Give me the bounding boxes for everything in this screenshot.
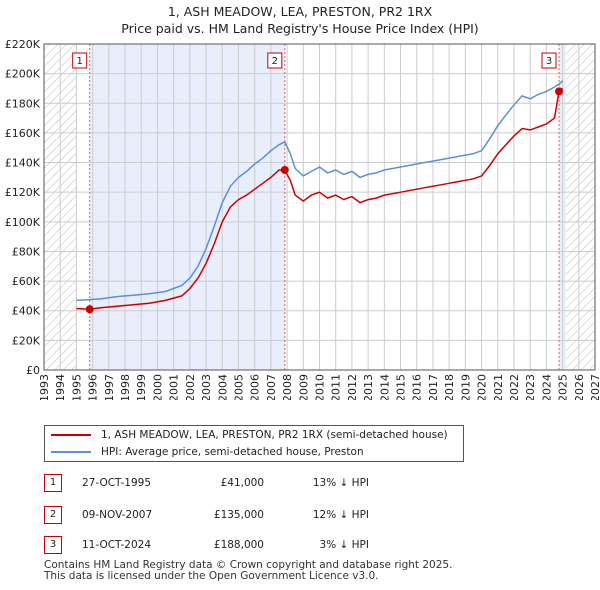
- x-tick-label: 2023: [524, 374, 537, 400]
- y-tick-label: £80K: [12, 245, 41, 258]
- x-tick-label: 1999: [135, 374, 148, 400]
- x-tick-label: 2027: [589, 374, 600, 400]
- sale-number: 1: [44, 474, 62, 492]
- footer: Contains HM Land Registry data © Crown c…: [44, 560, 452, 582]
- sale-hpi-diff: 12% ↓ HPI: [312, 509, 369, 521]
- sale-hpi-diff: 13% ↓ HPI: [312, 477, 369, 489]
- x-tick-label: 2010: [314, 374, 327, 400]
- x-tick-label: 1993: [38, 374, 51, 400]
- x-tick-label: 2018: [443, 374, 456, 400]
- x-tick-label: 2004: [216, 374, 229, 400]
- x-tick-label: 2012: [346, 374, 359, 400]
- y-tick-label: £220K: [5, 38, 41, 51]
- x-tick-label: 2017: [427, 374, 440, 400]
- legend-item-property: 1, ASH MEADOW, LEA, PRESTON, PR2 1RX (se…: [51, 427, 448, 443]
- legend: 1, ASH MEADOW, LEA, PRESTON, PR2 1RX (se…: [44, 425, 464, 462]
- sale-label: 2: [272, 56, 278, 67]
- y-tick-label: £180K: [5, 97, 41, 110]
- sale-label-box: [267, 52, 283, 69]
- legend-line-property: [51, 434, 91, 436]
- x-tick-label: 2005: [232, 374, 245, 400]
- y-tick-label: £160K: [5, 127, 41, 140]
- y-tick-label: £20K: [12, 334, 41, 347]
- plot-frame: [43, 43, 596, 371]
- x-tick-label: 2001: [168, 374, 181, 400]
- x-tick-label: 2013: [362, 374, 375, 400]
- x-tick-label: 2007: [265, 374, 278, 400]
- title-line-2: Price paid vs. HM Land Registry's House …: [121, 21, 479, 36]
- sale-price: £188,000: [213, 539, 264, 551]
- sale-date: 09-NOV-2007: [82, 509, 153, 521]
- chart-title: 1, ASH MEADOW, LEA, PRESTON, PR2 1RX Pri…: [0, 3, 600, 37]
- sale-point: [85, 305, 94, 314]
- x-tick-label: 1998: [119, 374, 132, 400]
- x-tick-label: 2020: [476, 374, 489, 400]
- sale-label-box: [72, 52, 88, 69]
- x-tick-label: 2011: [330, 374, 343, 400]
- x-tick-label: 2002: [184, 374, 197, 400]
- x-tick-label: 1994: [54, 374, 67, 400]
- title-line-1: 1, ASH MEADOW, LEA, PRESTON, PR2 1RX: [167, 4, 433, 19]
- sale-date: 27-OCT-1995: [82, 477, 151, 489]
- x-tick-label: 2025: [557, 374, 570, 400]
- x-tick-label: 2000: [151, 374, 164, 400]
- sale-price: £41,000: [220, 477, 264, 489]
- property-price-line: [76, 87, 564, 310]
- x-tick-label: 2008: [281, 374, 294, 400]
- y-tick-label: £60K: [12, 275, 41, 288]
- sale-label: 1: [77, 56, 83, 67]
- x-tick-label: 2009: [297, 374, 310, 400]
- sale-number: 3: [44, 536, 62, 554]
- no-data-region-right: [565, 44, 595, 370]
- x-tick-label: 2003: [200, 374, 213, 400]
- legend-label-hpi: HPI: Average price, semi-detached house,…: [101, 446, 364, 458]
- x-tick-label: 2014: [378, 374, 391, 400]
- legend-item-hpi: HPI: Average price, semi-detached house,…: [51, 444, 364, 460]
- x-tick-label: 2026: [573, 374, 586, 400]
- sale-label: 3: [546, 56, 552, 67]
- y-tick-label: £120K: [5, 186, 41, 199]
- sale-label-box: [541, 52, 557, 69]
- footer-line-2: This data is licensed under the Open Gov…: [44, 570, 379, 582]
- x-tick-label: 2021: [492, 374, 505, 400]
- x-tick-label: 1995: [70, 374, 83, 400]
- sale-date: 11-OCT-2024: [82, 539, 151, 551]
- x-tick-label: 2015: [395, 374, 408, 400]
- y-tick-label: £0: [26, 364, 40, 377]
- x-tick-label: 1996: [87, 374, 100, 400]
- ownership-shade-1: [89, 44, 285, 370]
- sale-point: [280, 165, 289, 174]
- legend-label-property: 1, ASH MEADOW, LEA, PRESTON, PR2 1RX (se…: [101, 429, 448, 441]
- sale-price: £135,000: [213, 509, 264, 521]
- y-tick-label: £140K: [5, 157, 41, 170]
- sale-number: 2: [44, 506, 62, 524]
- legend-line-hpi: [51, 451, 91, 453]
- y-tick-label: £100K: [5, 216, 41, 229]
- x-tick-label: 1997: [103, 374, 116, 400]
- x-tick-label: 2016: [411, 374, 424, 400]
- sale-point: [555, 87, 564, 96]
- x-tick-label: 2024: [540, 374, 553, 400]
- hpi-line: [76, 80, 564, 302]
- price-chart: £0 £20K £40K £60K £80K £100K £120K £140K £160K £1…: [5, 38, 600, 400]
- y-tick-label: £200K: [5, 68, 41, 81]
- x-tick-label: 2019: [459, 374, 472, 400]
- footer-line-1: Contains HM Land Registry data © Crown c…: [44, 559, 453, 571]
- x-tick-label: 2022: [508, 374, 521, 400]
- x-tick-label: 2006: [249, 374, 262, 400]
- y-tick-label: £40K: [12, 305, 41, 318]
- sale-hpi-diff: 3% ↓ HPI: [319, 539, 369, 551]
